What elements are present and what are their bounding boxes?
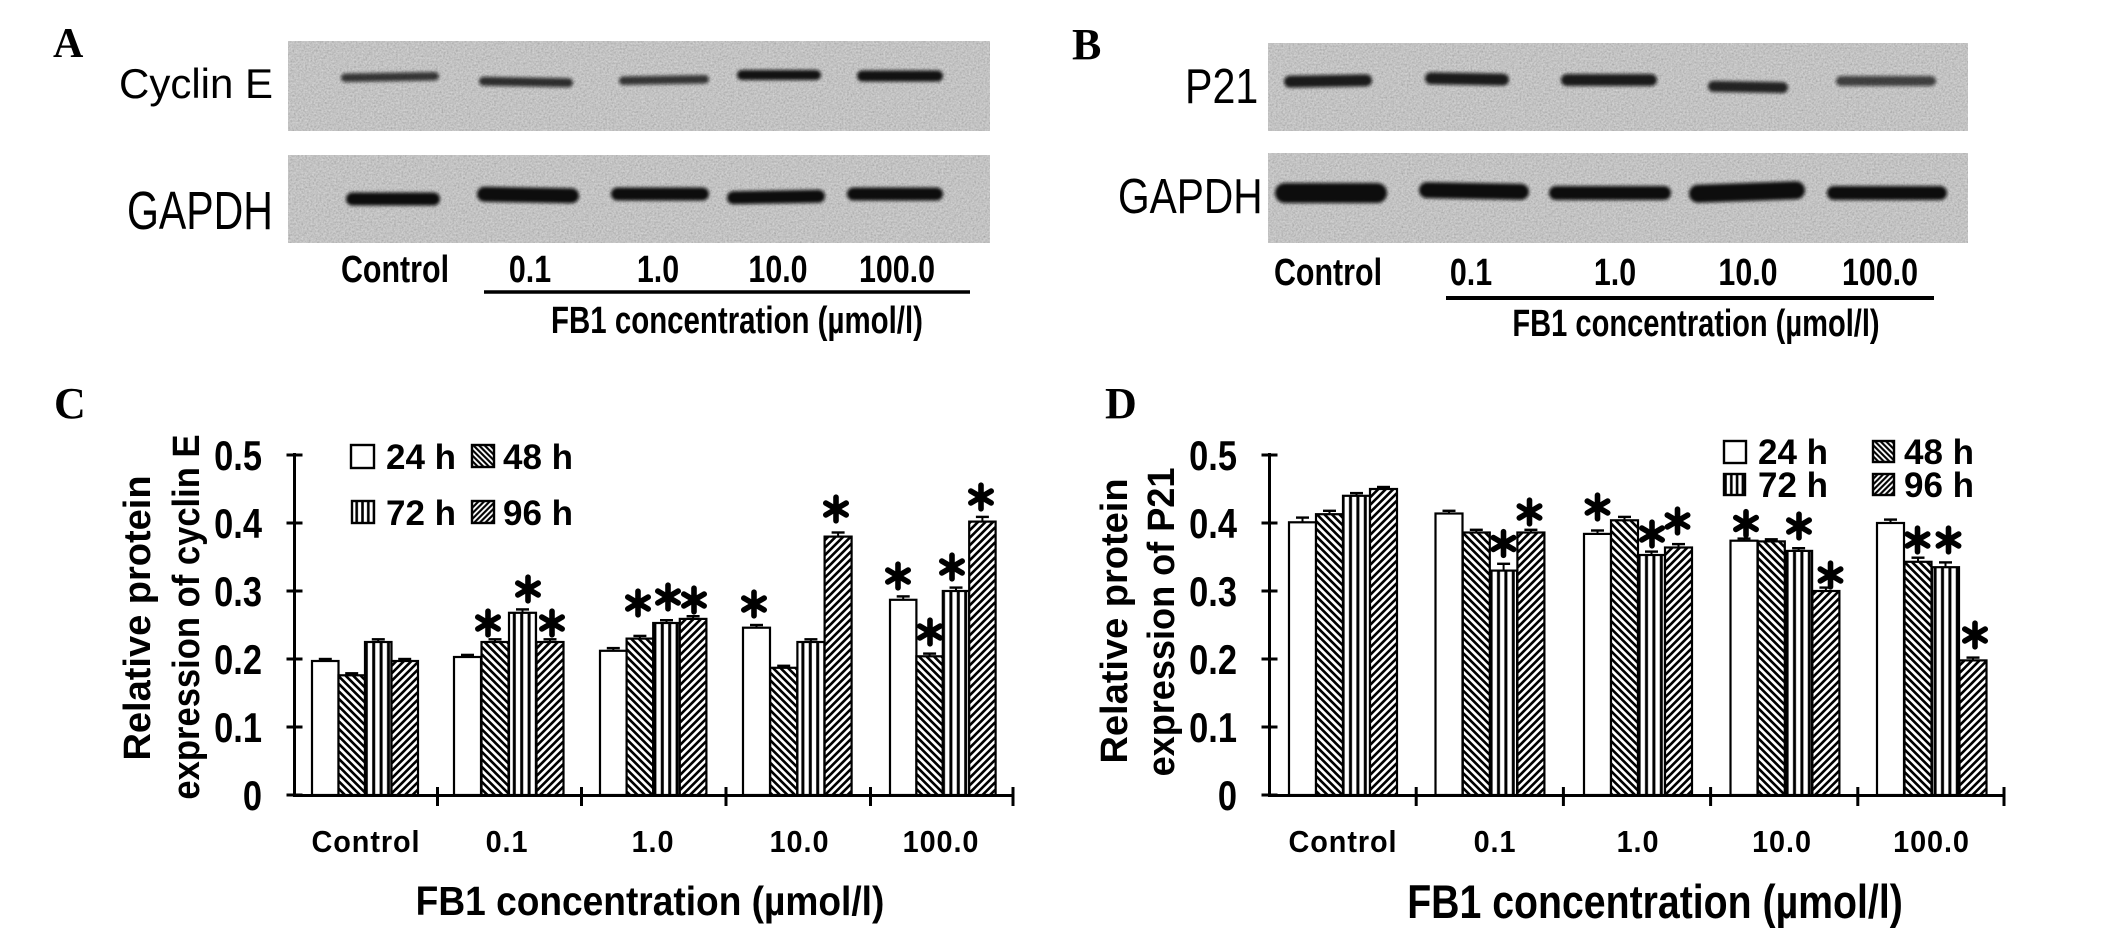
svg-text:0.4: 0.4 [214, 501, 262, 548]
svg-text:0.4: 0.4 [1189, 501, 1237, 548]
svg-text:FB1 concentration (µmol/l): FB1 concentration (µmol/l) [551, 299, 923, 341]
svg-text:GAPDH: GAPDH [1118, 168, 1263, 223]
svg-text:0.5: 0.5 [1189, 433, 1237, 480]
svg-text:expression of P21: expression of P21 [1139, 468, 1182, 777]
svg-text:C: C [54, 379, 86, 428]
svg-text:1.0: 1.0 [632, 825, 675, 859]
svg-text:48 h: 48 h [1904, 433, 1974, 472]
svg-text:B: B [1072, 20, 1101, 69]
svg-text:0.1: 0.1 [214, 705, 262, 752]
svg-text:100.0: 100.0 [1893, 825, 1970, 859]
svg-text:0.1: 0.1 [509, 249, 551, 291]
svg-text:96 h: 96 h [503, 494, 573, 533]
svg-text:FB1 concentration (µmol/l): FB1 concentration (µmol/l) [1407, 877, 1903, 929]
svg-text:10.0: 10.0 [1718, 252, 1777, 294]
svg-text:10.0: 10.0 [748, 249, 807, 291]
svg-text:1.0: 1.0 [637, 249, 679, 291]
svg-text:24 h: 24 h [1758, 433, 1828, 472]
svg-text:P21: P21 [1185, 59, 1258, 114]
svg-text:48 h: 48 h [503, 438, 573, 477]
svg-text:Cyclin E: Cyclin E [119, 60, 273, 107]
svg-text:0.5: 0.5 [214, 433, 262, 480]
svg-text:100.0: 100.0 [903, 825, 980, 859]
svg-text:D: D [1105, 379, 1137, 428]
svg-text:0.2: 0.2 [214, 637, 262, 684]
svg-text:Control: Control [1274, 252, 1382, 294]
svg-text:GAPDH: GAPDH [127, 182, 273, 242]
svg-text:FB1 concentration (µmol/l): FB1 concentration (µmol/l) [1512, 302, 1879, 345]
svg-text:Control: Control [341, 249, 449, 291]
svg-text:100.0: 100.0 [859, 249, 935, 291]
svg-text:0.1: 0.1 [1450, 252, 1492, 294]
svg-text:FB1 concentration (µmol/l): FB1 concentration (µmol/l) [416, 879, 885, 924]
svg-text:0.1: 0.1 [1474, 825, 1517, 859]
svg-text:0: 0 [243, 773, 262, 820]
svg-text:72 h: 72 h [386, 494, 456, 533]
svg-text:A: A [53, 21, 84, 67]
svg-text:0.3: 0.3 [1189, 569, 1237, 616]
svg-text:96 h: 96 h [1904, 466, 1974, 505]
svg-text:Control: Control [1289, 825, 1398, 859]
svg-text:100.0: 100.0 [1842, 252, 1918, 294]
svg-text:0.2: 0.2 [1189, 637, 1237, 684]
svg-text:Relative protein: Relative protein [1094, 478, 1136, 763]
svg-text:expression of cyclin E: expression of cyclin E [164, 434, 207, 799]
svg-text:10.0: 10.0 [1752, 825, 1812, 859]
svg-text:Relative protein: Relative protein [117, 475, 159, 760]
svg-text:72 h: 72 h [1758, 466, 1828, 505]
svg-text:0.3: 0.3 [214, 569, 262, 616]
svg-text:0: 0 [1218, 773, 1237, 820]
svg-text:0.1: 0.1 [486, 825, 529, 859]
svg-text:Control: Control [312, 825, 421, 859]
svg-text:0.1: 0.1 [1189, 705, 1237, 752]
svg-text:10.0: 10.0 [770, 825, 830, 859]
svg-text:24 h: 24 h [386, 438, 456, 477]
svg-text:1.0: 1.0 [1594, 252, 1636, 294]
svg-text:1.0: 1.0 [1617, 825, 1660, 859]
